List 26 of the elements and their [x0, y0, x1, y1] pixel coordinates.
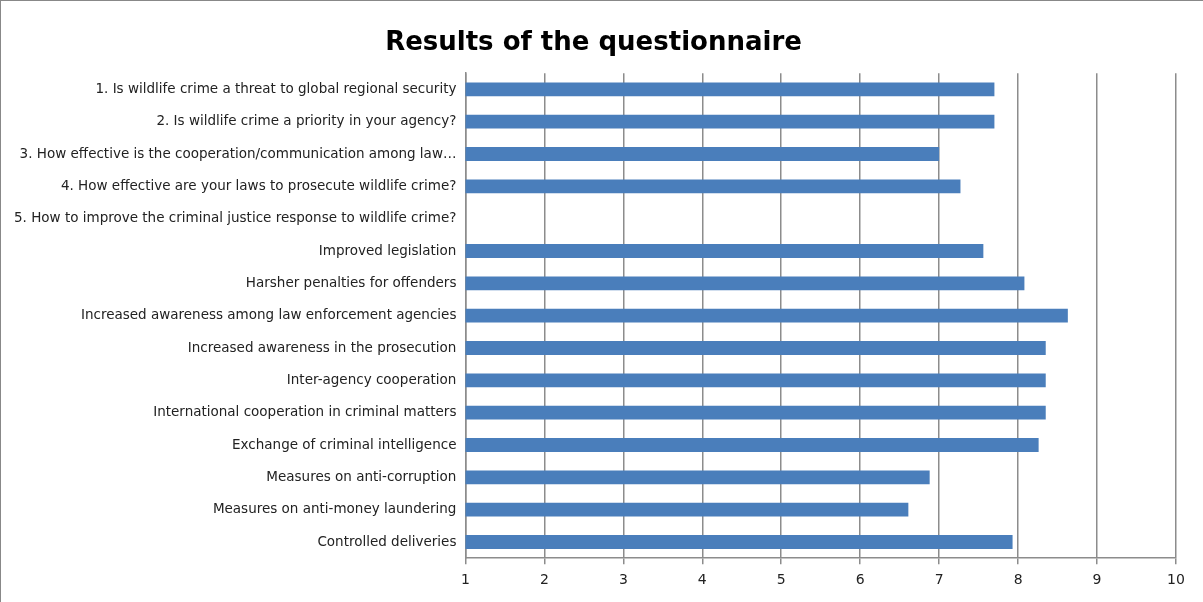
y-tick-label: Inter-agency cooperation	[286, 370, 457, 387]
y-tick-label: Measures on anti-corruption	[266, 467, 457, 484]
y-tick-label: Increased awareness in the prosecution	[187, 338, 457, 355]
x-tick-label: 10	[1167, 571, 1185, 588]
y-tick-label: 5. How to improve the criminal justice response to wildlife crime?	[14, 209, 457, 226]
y-tick-label: Harsher penalties for offenders	[245, 273, 457, 290]
y-tick-label: Improved legislation	[318, 241, 457, 258]
x-tick-label: 6	[855, 571, 865, 588]
y-tick-label: 2. Is wildlife crime a priority in your agency?	[156, 112, 457, 129]
chart-title: Results of the questionnaire	[385, 26, 802, 57]
x-tick-label: 8	[1013, 571, 1023, 588]
x-tick-label: 4	[697, 571, 707, 588]
y-tick-label: 1. Is wildlife crime a threat to global regional security	[95, 79, 457, 96]
y-tick-label: 3. How effective is the cooperation/communication among law…	[19, 144, 457, 161]
y-tick-label: 4. How effective are your laws to prosecute wildlife crime?	[60, 176, 457, 193]
x-tick-label: 5	[776, 571, 786, 588]
x-tick-label: 1	[460, 571, 470, 588]
y-tick-label: Exchange of criminal intelligence	[232, 435, 457, 452]
y-tick-label: Controlled deliveries	[317, 532, 457, 549]
x-tick-label: 3	[618, 571, 628, 588]
y-tick-label: International cooperation in criminal matters	[153, 403, 457, 420]
y-tick-label: Increased awareness among law enforcement agencies	[80, 306, 457, 323]
x-tick-label: 7	[934, 571, 944, 588]
x-tick-label: 9	[1092, 571, 1102, 588]
x-tick-label: 2	[539, 571, 549, 588]
y-tick-label: Measures on anti-money laundering	[212, 500, 457, 517]
